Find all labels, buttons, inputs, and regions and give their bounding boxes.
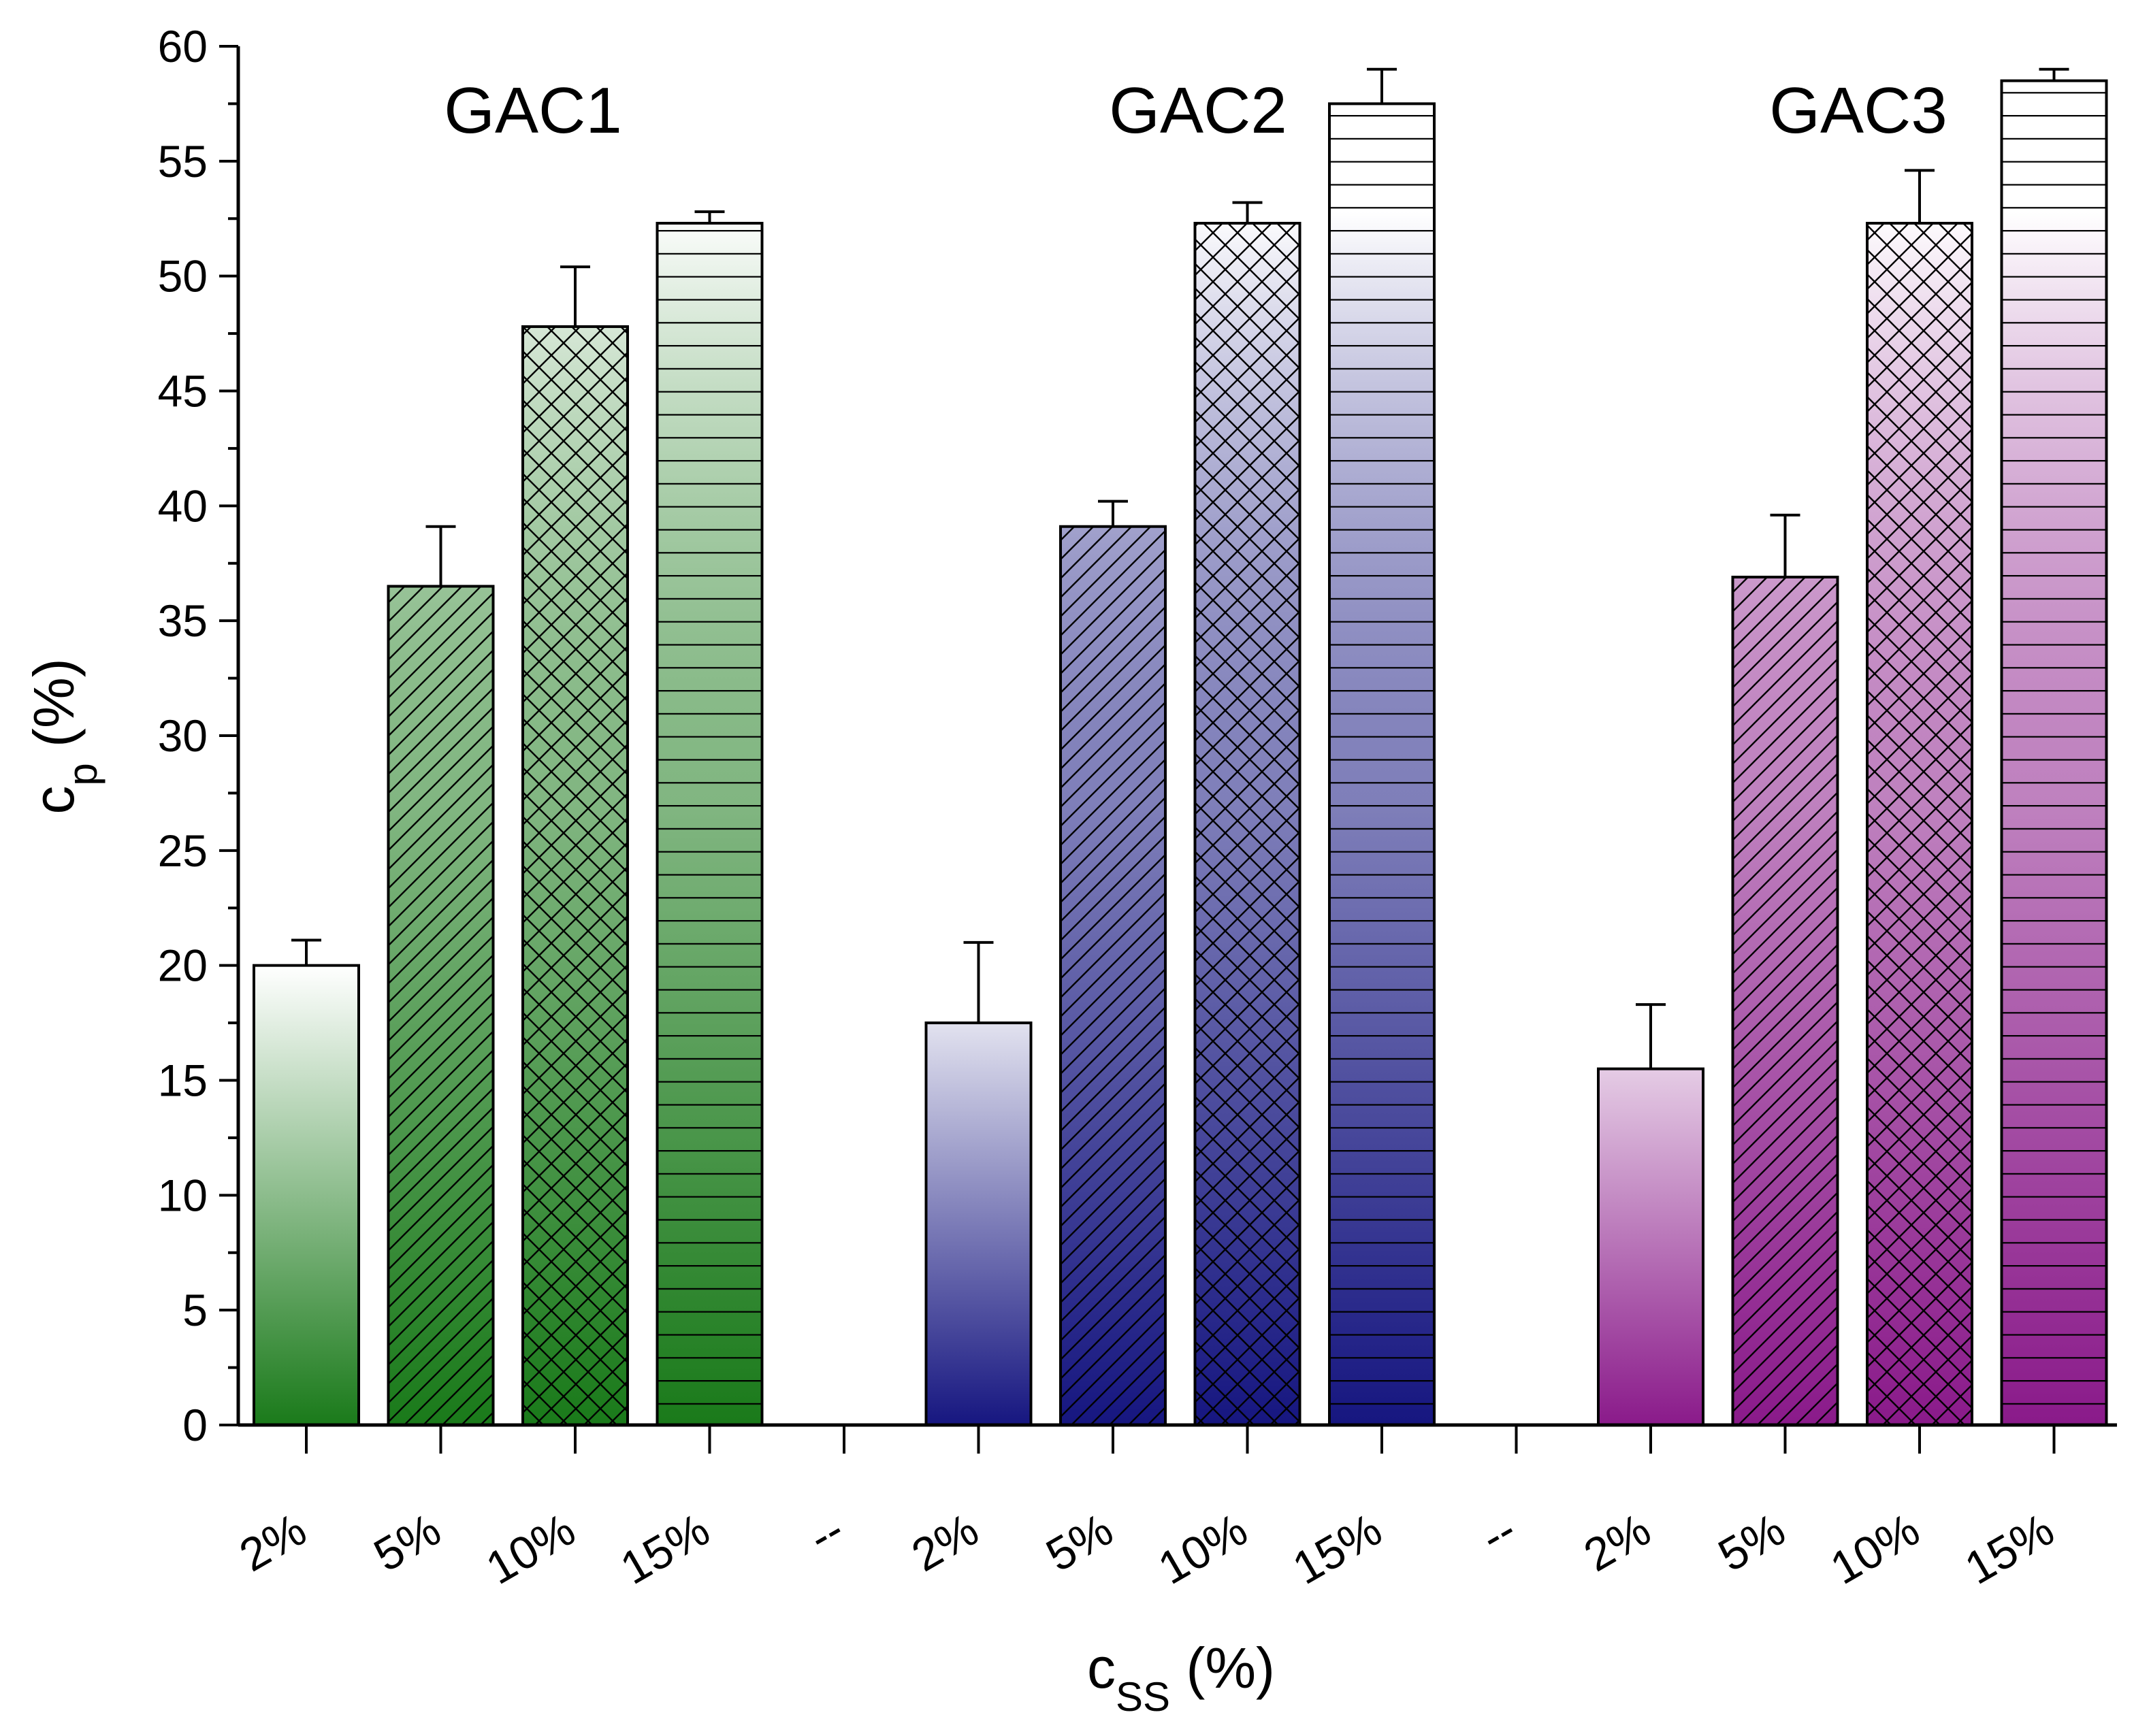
bar-pattern-gac1-10pct bbox=[523, 326, 628, 1425]
error-bars-layer bbox=[291, 67, 2069, 1069]
x-axis-title-sub: SS bbox=[1116, 1674, 1170, 1720]
y-tick-label: 50 bbox=[158, 251, 208, 301]
bar-pattern-gac1-15pct bbox=[657, 223, 762, 1426]
x-tick-label: 5% bbox=[366, 1503, 449, 1582]
y-tick-label: 25 bbox=[158, 825, 208, 876]
bar-pattern-gac2-15pct bbox=[1329, 103, 1434, 1426]
y-axis-title: cp (%) bbox=[22, 658, 106, 814]
axes-layer bbox=[219, 45, 2117, 1454]
bars-layer bbox=[253, 79, 2108, 1427]
y-axis-title-suffix: (%) bbox=[22, 658, 86, 763]
x-axis-title-suffix: (%) bbox=[1170, 1636, 1275, 1700]
bar-pattern-gac3-15pct bbox=[2001, 80, 2107, 1425]
x-tick-label: 5% bbox=[1710, 1503, 1794, 1582]
y-tick-label: 55 bbox=[158, 136, 208, 186]
bar-pattern-gac1-5pct bbox=[388, 586, 494, 1426]
group-label-gac2: GAC2 bbox=[1109, 74, 1287, 147]
group-label-gac3: GAC3 bbox=[1769, 74, 1947, 147]
y-tick-label: 45 bbox=[158, 366, 208, 416]
y-tick-label: 10 bbox=[158, 1170, 208, 1220]
y-tick-label: 60 bbox=[158, 21, 208, 71]
y-axis-title-main: c bbox=[22, 786, 86, 815]
y-tick-label: 20 bbox=[158, 940, 208, 991]
x-axis-title-main: c bbox=[1087, 1636, 1116, 1700]
y-tick-label: 15 bbox=[158, 1055, 208, 1106]
x-tick-label: -- bbox=[800, 1503, 852, 1563]
bar-pattern-gac2-10pct bbox=[1195, 223, 1300, 1426]
bar-gac3-2pct bbox=[1598, 1068, 1703, 1425]
x-tick-label: 2% bbox=[1575, 1503, 1659, 1582]
x-tick-label: 15% bbox=[1284, 1503, 1391, 1594]
x-axis-title: cSS (%) bbox=[1087, 1636, 1275, 1720]
group-label-gac1: GAC1 bbox=[444, 74, 621, 147]
x-tick-label: 15% bbox=[612, 1503, 718, 1594]
x-tick-label: 15% bbox=[1956, 1503, 2063, 1594]
x-tick-label: 10% bbox=[478, 1503, 584, 1594]
y-tick-label: 5 bbox=[182, 1285, 208, 1335]
bar-gac1-2pct bbox=[254, 965, 359, 1425]
x-tick-label: -- bbox=[1472, 1503, 1525, 1563]
x-tick-label: 2% bbox=[231, 1503, 314, 1582]
bar-pattern-gac2-5pct bbox=[1061, 526, 1165, 1425]
y-tick-label: 40 bbox=[158, 480, 208, 531]
y-tick-label: 0 bbox=[182, 1400, 208, 1450]
bar-pattern-gac3-10pct bbox=[1867, 223, 1972, 1426]
x-tick-label: 2% bbox=[903, 1503, 987, 1582]
bar-pattern-gac3-5pct bbox=[1732, 577, 1838, 1425]
bar-gac2-2pct bbox=[926, 1023, 1031, 1425]
y-tick-label: 30 bbox=[158, 710, 208, 761]
x-tick-label: 10% bbox=[1822, 1503, 1928, 1594]
y-tick-label: 35 bbox=[158, 595, 208, 646]
x-tick-label: 5% bbox=[1037, 1503, 1121, 1582]
x-tick-label: 10% bbox=[1150, 1503, 1256, 1594]
y-axis-title-sub: p bbox=[60, 763, 106, 785]
